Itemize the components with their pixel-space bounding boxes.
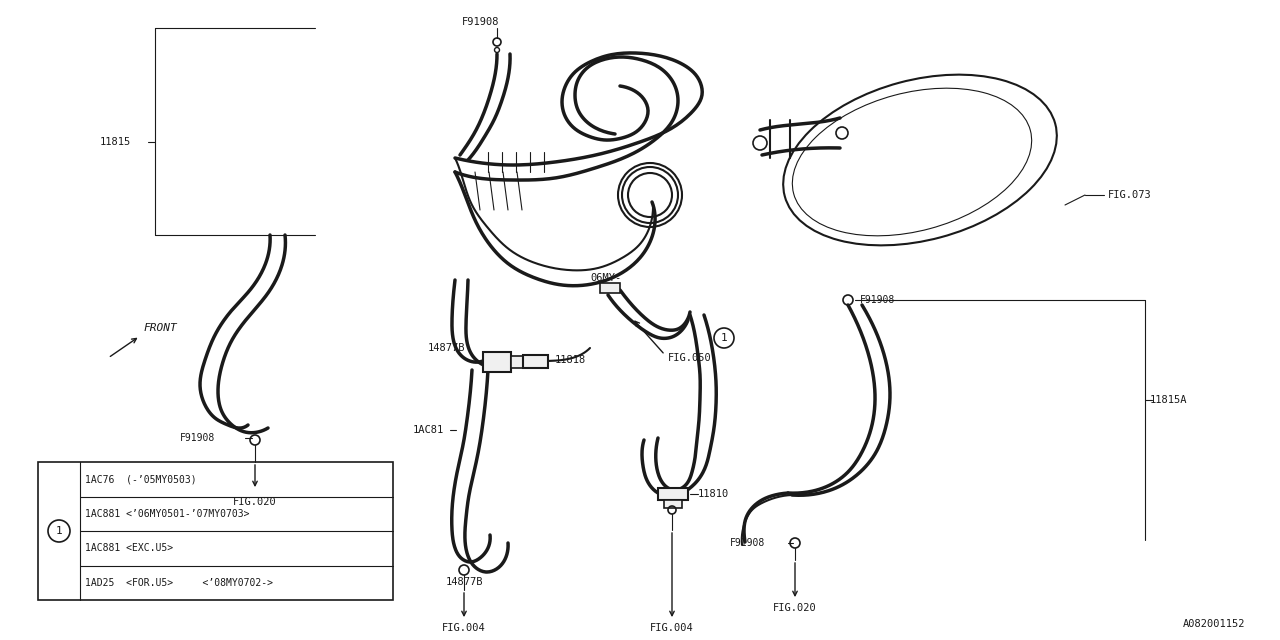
- Text: F91908: F91908: [180, 433, 215, 443]
- Text: FIG.020: FIG.020: [773, 603, 817, 613]
- Text: FIG.073: FIG.073: [1108, 190, 1152, 200]
- Text: 14877B: 14877B: [445, 577, 484, 587]
- Text: F91908: F91908: [462, 17, 499, 27]
- Bar: [511, 356, 524, 368]
- Text: 1: 1: [721, 333, 727, 343]
- Bar: [483, 352, 511, 372]
- Text: FIG.004: FIG.004: [650, 623, 694, 633]
- Text: 1AC881 <’06MY0501-’07MY0703>: 1AC881 <’06MY0501-’07MY0703>: [84, 509, 250, 519]
- Text: 11815A: 11815A: [1149, 395, 1188, 405]
- Text: FRONT: FRONT: [143, 323, 177, 333]
- Text: 1AC881 <EXC.U5>: 1AC881 <EXC.U5>: [84, 543, 173, 553]
- Text: FIG.020: FIG.020: [233, 497, 276, 507]
- Text: F91908: F91908: [860, 295, 895, 305]
- Text: 11818: 11818: [556, 355, 586, 365]
- Bar: [658, 488, 689, 500]
- Text: 14877B: 14877B: [428, 343, 466, 353]
- Bar: [664, 500, 682, 508]
- Text: 11815: 11815: [100, 137, 132, 147]
- Text: FIG.004: FIG.004: [442, 623, 486, 633]
- Text: 11810: 11810: [698, 489, 730, 499]
- Bar: [524, 355, 548, 368]
- Text: 06MY-: 06MY-: [590, 273, 621, 283]
- Bar: [38, 462, 393, 600]
- Text: 1AD25  <FOR.U5>     <’08MY0702->: 1AD25 <FOR.U5> <’08MY0702->: [84, 578, 273, 588]
- Text: A082001152: A082001152: [1183, 619, 1245, 629]
- Bar: [600, 283, 620, 293]
- Text: 1AC81: 1AC81: [413, 425, 444, 435]
- Text: 1: 1: [55, 526, 63, 536]
- Text: 1AC76  (-’05MY0503): 1AC76 (-’05MY0503): [84, 474, 197, 484]
- Text: F91908: F91908: [730, 538, 765, 548]
- Text: FIG.050: FIG.050: [668, 353, 712, 363]
